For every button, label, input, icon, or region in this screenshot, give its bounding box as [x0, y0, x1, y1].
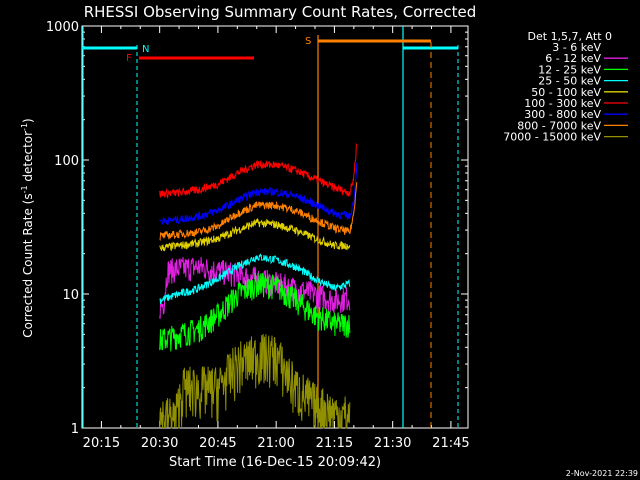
- y-tick-label: 100: [54, 154, 79, 169]
- y-axis-ticks: 1000 100 10 1: [46, 20, 468, 437]
- y-label-part: detector: [21, 131, 35, 186]
- x-tick-label: 21:15: [316, 436, 353, 451]
- x-tick-label: 21:00: [257, 436, 294, 451]
- y-tick-label: 1: [71, 422, 79, 437]
- series-line-7: [159, 182, 358, 242]
- y-label-part: ): [21, 118, 35, 123]
- y-label-sup: -1: [20, 123, 29, 131]
- marker-label: S: [305, 36, 311, 47]
- series-line-5: [159, 142, 358, 199]
- marker-label: F: [126, 53, 132, 64]
- legend-label: 50 - 100 keV: [531, 86, 601, 99]
- legend-label: 6 - 12 keV: [545, 52, 601, 65]
- legend-label: 100 - 300 keV: [524, 97, 601, 110]
- y-label-part: Corrected Count Rate (s: [21, 193, 35, 337]
- x-tick-label: 21:45: [432, 436, 469, 451]
- legend-title: Det 1,5,7, Att 0: [528, 30, 612, 43]
- series-line-3: [159, 253, 351, 304]
- y-axis-label: Corrected Count Rate (s-1 detector-1): [20, 118, 35, 337]
- footer-timestamp: 2-Nov-2021 22:39: [566, 469, 638, 478]
- y-tick-label: 10: [62, 288, 79, 303]
- legend-label: 25 - 50 keV: [538, 75, 601, 88]
- legend-label: 300 - 800 keV: [524, 108, 601, 121]
- attenuator-markers: NF S: [82, 26, 459, 428]
- x-tick-label: 20:30: [141, 436, 178, 451]
- plot-frame: [81, 25, 469, 429]
- series-line-2: [159, 272, 351, 352]
- series-line-4: [159, 217, 351, 252]
- x-tick-label: 20:45: [199, 436, 236, 451]
- y-tick-label: 1000: [46, 20, 79, 35]
- y-label-sup: -1: [20, 185, 29, 193]
- legend-label: 12 - 25 keV: [538, 63, 601, 76]
- series-line-6: [159, 162, 358, 226]
- legend-label: 800 - 7000 keV: [517, 119, 601, 132]
- x-axis-label: Start Time (16-Dec-15 20:09:42): [169, 455, 381, 470]
- x-tick-label: 21:30: [374, 436, 411, 451]
- chart-title: RHESSI Observing Summary Count Rates, Co…: [84, 3, 477, 21]
- series-line-1: [159, 256, 351, 319]
- legend-label: 7000 - 15000 keV: [503, 131, 601, 144]
- series-line-8: [159, 333, 351, 429]
- x-axis-ticks: 20:15 20:30 20:45 21:00 21:15 21:30 21:45: [83, 26, 470, 451]
- x-tick-label: 20:15: [83, 436, 120, 451]
- legend-label: 3 - 6 keV: [552, 41, 601, 54]
- marker-label: N: [142, 44, 149, 55]
- series-lines: [159, 142, 358, 429]
